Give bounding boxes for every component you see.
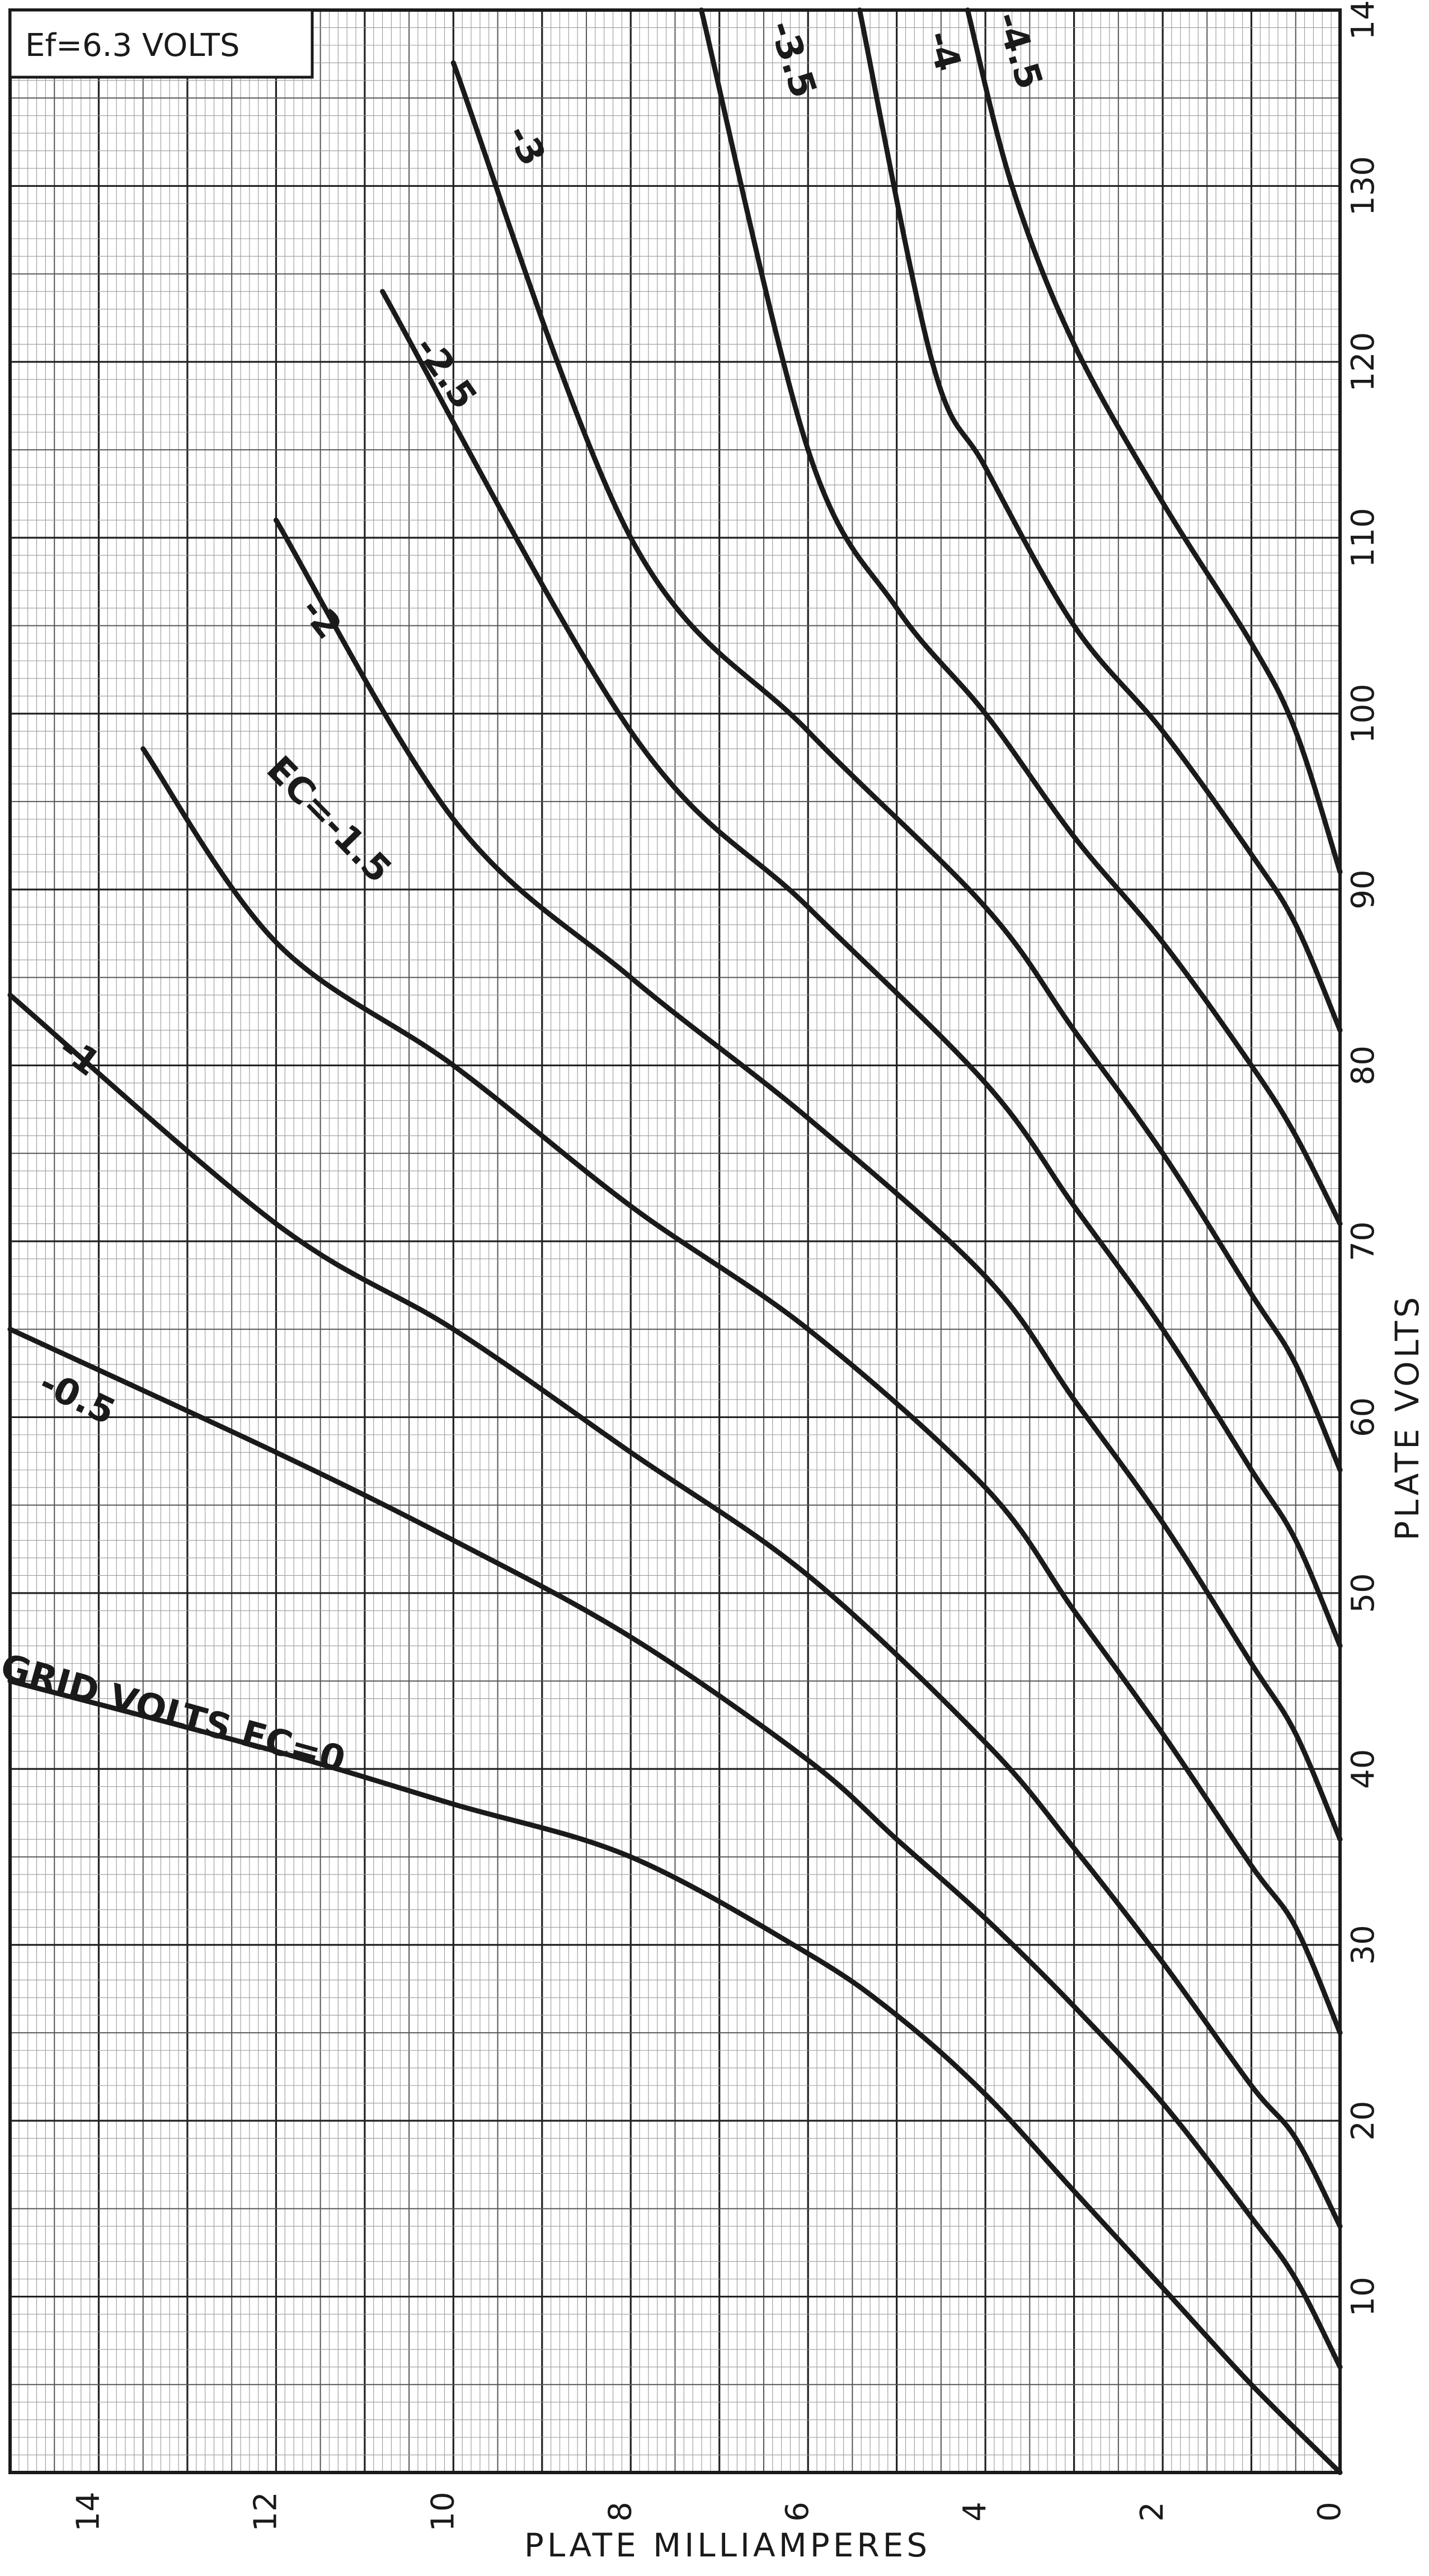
curve-3 xyxy=(7,992,1343,2229)
y-tick-label: 110 xyxy=(1345,508,1381,568)
x-axis-label: PLATE MILLIAMPERES xyxy=(524,2526,930,2564)
y-tick-label: 10 xyxy=(1345,2277,1381,2316)
curves xyxy=(7,7,1343,2475)
curve-5 xyxy=(273,517,1343,1842)
plate-milliamperes-tick-labels: 0 2 4 6 8 10 12 14 xyxy=(70,2492,1348,2531)
x-tick-label: 6 xyxy=(779,2502,816,2522)
curve-4 xyxy=(140,746,1343,2036)
y-tick-label: 60 xyxy=(1345,1397,1381,1437)
x-tick-label: 4 xyxy=(957,2502,993,2522)
curve-1 xyxy=(7,1678,1343,2475)
y-tick-label: 40 xyxy=(1345,1749,1381,1789)
y-tick-label: 50 xyxy=(1345,1573,1381,1613)
x-tick-label: 0 xyxy=(1312,2502,1348,2522)
y-tick-label: 20 xyxy=(1345,2101,1381,2140)
x-tick-label: 12 xyxy=(247,2492,284,2531)
x-tick-label: 14 xyxy=(70,2492,107,2531)
x-tick-label: 2 xyxy=(1134,2502,1171,2522)
y-tick-label: 100 xyxy=(1345,684,1381,743)
y-tick-label: 130 xyxy=(1345,156,1381,216)
x-tick-label: 10 xyxy=(425,2492,461,2531)
y-tick-label: 140 xyxy=(1345,0,1381,40)
curve-8 xyxy=(699,7,1343,1227)
filament-note-box xyxy=(8,8,314,79)
y-tick-label: 90 xyxy=(1345,869,1381,909)
y-tick-label: 80 xyxy=(1345,1046,1381,1085)
x-tick-label: 8 xyxy=(602,2502,638,2522)
curve-6 xyxy=(380,289,1343,1649)
plot-frame xyxy=(8,8,1342,2474)
curve-9 xyxy=(857,7,1343,1033)
curve-10 xyxy=(965,7,1343,875)
filament-note: Ef=6.3 VOLTS xyxy=(25,27,240,64)
curve-2 xyxy=(7,1326,1343,2370)
y-tick-label: 30 xyxy=(1345,1925,1381,1965)
plate-volts-tick-labels: 10 20 30 40 50 60 70 80 90 100 110 120 130 140 xyxy=(1345,0,1381,2316)
y-axis-label: PLATE VOLTS xyxy=(1388,1294,1426,1541)
curve-7 xyxy=(450,60,1343,1473)
grid xyxy=(9,9,1341,2474)
y-tick-label: 70 xyxy=(1345,1221,1381,1261)
y-tick-label: 120 xyxy=(1345,332,1381,392)
